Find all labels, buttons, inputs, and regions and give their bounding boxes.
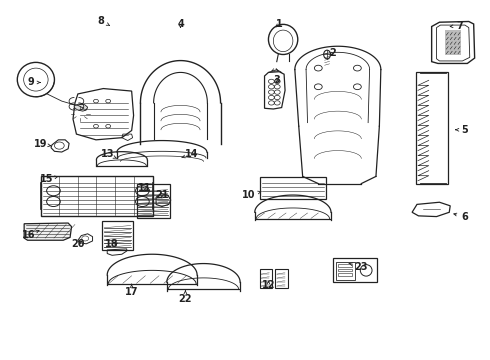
Text: 20: 20	[71, 239, 85, 249]
Bar	[41, 176, 153, 216]
Bar	[333, 258, 377, 282]
Text: 7: 7	[450, 21, 464, 31]
Text: 2: 2	[330, 48, 336, 58]
Text: 23: 23	[349, 262, 368, 272]
Text: 17: 17	[125, 284, 138, 297]
Text: 5: 5	[456, 125, 468, 135]
Bar	[260, 177, 326, 199]
Text: 16: 16	[22, 230, 39, 239]
Text: 11: 11	[138, 183, 151, 193]
Polygon shape	[74, 104, 88, 111]
Bar	[275, 269, 288, 288]
Bar	[338, 269, 352, 271]
Bar	[137, 184, 170, 218]
Bar	[338, 273, 352, 276]
Text: 9: 9	[27, 77, 40, 87]
Text: 18: 18	[105, 239, 119, 249]
Text: 10: 10	[242, 190, 261, 200]
Text: 4: 4	[177, 19, 184, 29]
Text: 22: 22	[179, 291, 192, 304]
Text: 3: 3	[273, 75, 280, 85]
Text: 15: 15	[40, 174, 57, 184]
Bar	[338, 264, 352, 267]
Text: 19: 19	[34, 139, 50, 149]
Bar	[102, 221, 133, 250]
Text: 21: 21	[155, 190, 169, 200]
Text: 6: 6	[454, 212, 468, 221]
Polygon shape	[24, 223, 72, 240]
Text: 12: 12	[262, 280, 275, 290]
Bar	[336, 262, 355, 280]
Bar	[416, 72, 448, 184]
Polygon shape	[445, 30, 461, 55]
Text: 13: 13	[100, 149, 117, 159]
Bar	[260, 269, 272, 288]
Text: 8: 8	[98, 16, 110, 26]
Text: 1: 1	[276, 19, 283, 29]
Text: 14: 14	[182, 149, 198, 159]
